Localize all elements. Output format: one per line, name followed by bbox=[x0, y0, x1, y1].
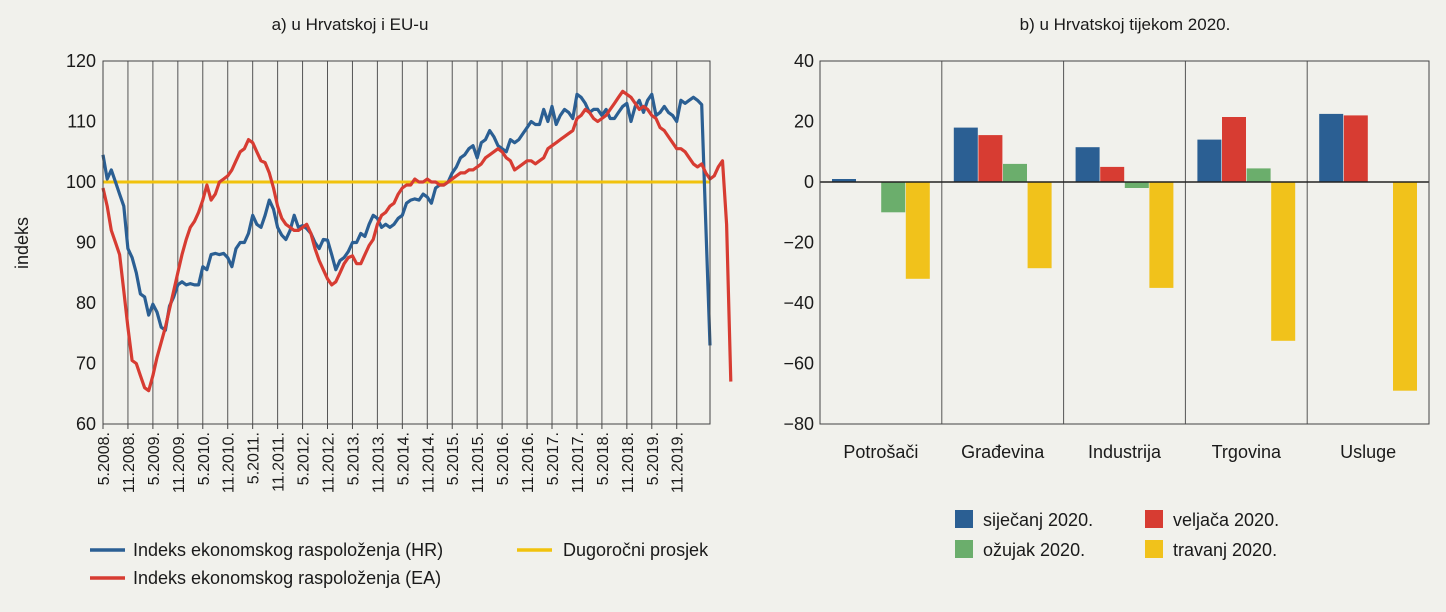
right-y-tick-label: 40 bbox=[794, 51, 814, 71]
bar bbox=[953, 127, 978, 182]
left-y-tick-label: 90 bbox=[76, 233, 96, 253]
left-x-tick-label: 11.2011. bbox=[271, 432, 288, 492]
legend-swatch-feb bbox=[1145, 510, 1163, 528]
legend-swatch-mar bbox=[955, 540, 973, 558]
bar bbox=[1003, 163, 1027, 182]
left-y-tick-label: 100 bbox=[66, 172, 96, 192]
right-category-label: Trgovina bbox=[1212, 442, 1282, 462]
bar bbox=[832, 179, 856, 182]
left-x-tick-label: 11.2018. bbox=[620, 432, 637, 493]
right-legend: siječanj 2020. veljača 2020. ožujak 2020… bbox=[955, 510, 1279, 560]
left-x-tick-label: 5.2014. bbox=[395, 432, 412, 485]
left-y-tick-label: 110 bbox=[67, 112, 96, 132]
right-bars bbox=[832, 113, 1417, 391]
left-x-tick-label: 11.2019. bbox=[670, 432, 687, 493]
right-y-tick-label: −80 bbox=[783, 414, 814, 434]
right-grid bbox=[941, 61, 1308, 424]
legend-label-mar: ožujak 2020. bbox=[983, 540, 1085, 560]
legend-item-feb: veljača 2020. bbox=[1145, 510, 1279, 530]
left-x-tick-label: 5.2018. bbox=[595, 432, 612, 485]
left-x-tick-label: 5.2009. bbox=[146, 432, 163, 485]
left-x-tick-label: 5.2012. bbox=[296, 432, 313, 485]
bar bbox=[1319, 113, 1344, 182]
right-y-tick-label: −40 bbox=[783, 293, 814, 313]
left-x-tick-label: 11.2013. bbox=[370, 432, 387, 493]
bar bbox=[1124, 182, 1149, 188]
right-chart-title: b) u Hrvatskoj tijekom 2020. bbox=[1020, 15, 1231, 34]
right-plot-frame bbox=[819, 60, 1430, 425]
right-y-tick-labels: 40 20 0 −20 −40 −60 −80 bbox=[783, 51, 814, 434]
left-x-tick-label: 5.2010. bbox=[196, 432, 213, 485]
left-x-tick-labels: 5.2008. 11.2008. 5.2009. 11.2009. 5.2010. 11.… bbox=[96, 432, 687, 493]
legend-swatch-apr bbox=[1145, 540, 1163, 558]
bar bbox=[1393, 182, 1417, 391]
left-line-chart: a) u Hrvatskoj i EU-u indeks 60 70 80 90 100… bbox=[12, 15, 733, 588]
series-line-ea bbox=[101, 89, 733, 393]
right-category-labels: Potrošači Građevina Industrija Trgovina Uslu… bbox=[843, 442, 1396, 462]
left-x-tick-label: 5.2019. bbox=[645, 432, 662, 485]
bar bbox=[1271, 182, 1296, 341]
legend-label-feb: veljača 2020. bbox=[1173, 510, 1279, 530]
left-legend: Indeks ekonomskog raspoloženja (HR) Inde… bbox=[90, 540, 709, 588]
bar bbox=[1343, 115, 1368, 182]
legend-label-ea: Indeks ekonomskog raspoloženja (EA) bbox=[133, 568, 441, 588]
bar bbox=[881, 182, 906, 213]
left-y-tick-label: 70 bbox=[76, 354, 96, 374]
bar bbox=[1027, 182, 1052, 269]
legend-item-hr: Indeks ekonomskog raspoloženja (HR) bbox=[90, 540, 443, 560]
left-x-tick-label: 11.2009. bbox=[171, 432, 188, 493]
bar bbox=[1246, 168, 1271, 182]
left-y-tick-label: 80 bbox=[76, 293, 96, 313]
bar bbox=[905, 182, 930, 279]
left-x-tick-label: 5.2017. bbox=[545, 432, 562, 485]
left-series-lines bbox=[101, 89, 733, 393]
left-x-tick-label: 11.2017. bbox=[570, 432, 587, 493]
bar bbox=[1197, 139, 1222, 182]
right-y-tick-label: −20 bbox=[783, 233, 814, 253]
left-x-tick-label: 11.2015. bbox=[470, 432, 487, 493]
bar bbox=[1222, 117, 1246, 182]
left-y-tick-label: 60 bbox=[76, 414, 96, 434]
left-x-tick-label: 5.2008. bbox=[96, 432, 113, 485]
legend-label-avg: Dugoročni prosjek bbox=[563, 540, 709, 560]
left-y-axis-label: indeks bbox=[12, 217, 32, 269]
left-x-tick-label: 5.2015. bbox=[445, 432, 462, 485]
left-x-tick-label: 11.2012. bbox=[321, 432, 338, 493]
bar bbox=[1100, 166, 1125, 182]
legend-item-avg: Dugoročni prosjek bbox=[517, 540, 709, 560]
left-x-tick-label: 11.2014. bbox=[420, 432, 437, 493]
right-category-label: Industrija bbox=[1088, 442, 1162, 462]
right-y-tick-label: 20 bbox=[794, 112, 814, 132]
right-y-tick-label: −60 bbox=[783, 354, 814, 374]
legend-item-jan: siječanj 2020. bbox=[955, 510, 1093, 530]
right-bar-chart: b) u Hrvatskoj tijekom 2020. 40 20 0 −20 −40… bbox=[783, 15, 1430, 560]
left-x-tick-label: 11.2008. bbox=[121, 432, 138, 493]
left-x-tick-label: 11.2010. bbox=[221, 432, 238, 493]
left-plot-frame bbox=[102, 60, 711, 425]
legend-label-apr: travanj 2020. bbox=[1173, 540, 1277, 560]
right-category-label: Građevina bbox=[961, 442, 1045, 462]
bar bbox=[1075, 147, 1100, 182]
bar bbox=[1149, 182, 1174, 288]
left-x-tick-label: 11.2016. bbox=[520, 432, 537, 493]
left-x-tick-label: 5.2011. bbox=[246, 432, 263, 484]
bar bbox=[978, 135, 1003, 182]
right-category-label: Usluge bbox=[1340, 442, 1396, 462]
right-y-tick-label: 0 bbox=[804, 172, 814, 192]
legend-label-jan: siječanj 2020. bbox=[983, 510, 1093, 530]
series-line-hr bbox=[101, 92, 712, 346]
legend-swatch-jan bbox=[955, 510, 973, 528]
legend-label-hr: Indeks ekonomskog raspoloženja (HR) bbox=[133, 540, 443, 560]
left-chart-title: a) u Hrvatskoj i EU-u bbox=[272, 15, 429, 34]
legend-item-apr: travanj 2020. bbox=[1145, 540, 1277, 560]
legend-item-ea: Indeks ekonomskog raspoloženja (EA) bbox=[90, 568, 441, 588]
left-y-tick-labels: 60 70 80 90 100 110 120 bbox=[66, 51, 96, 434]
left-y-tick-label: 120 bbox=[66, 51, 96, 71]
left-x-tick-label: 5.2013. bbox=[345, 432, 362, 485]
legend-item-mar: ožujak 2020. bbox=[955, 540, 1085, 560]
left-x-tick-label: 5.2016. bbox=[495, 432, 512, 485]
right-category-label: Potrošači bbox=[843, 442, 918, 462]
